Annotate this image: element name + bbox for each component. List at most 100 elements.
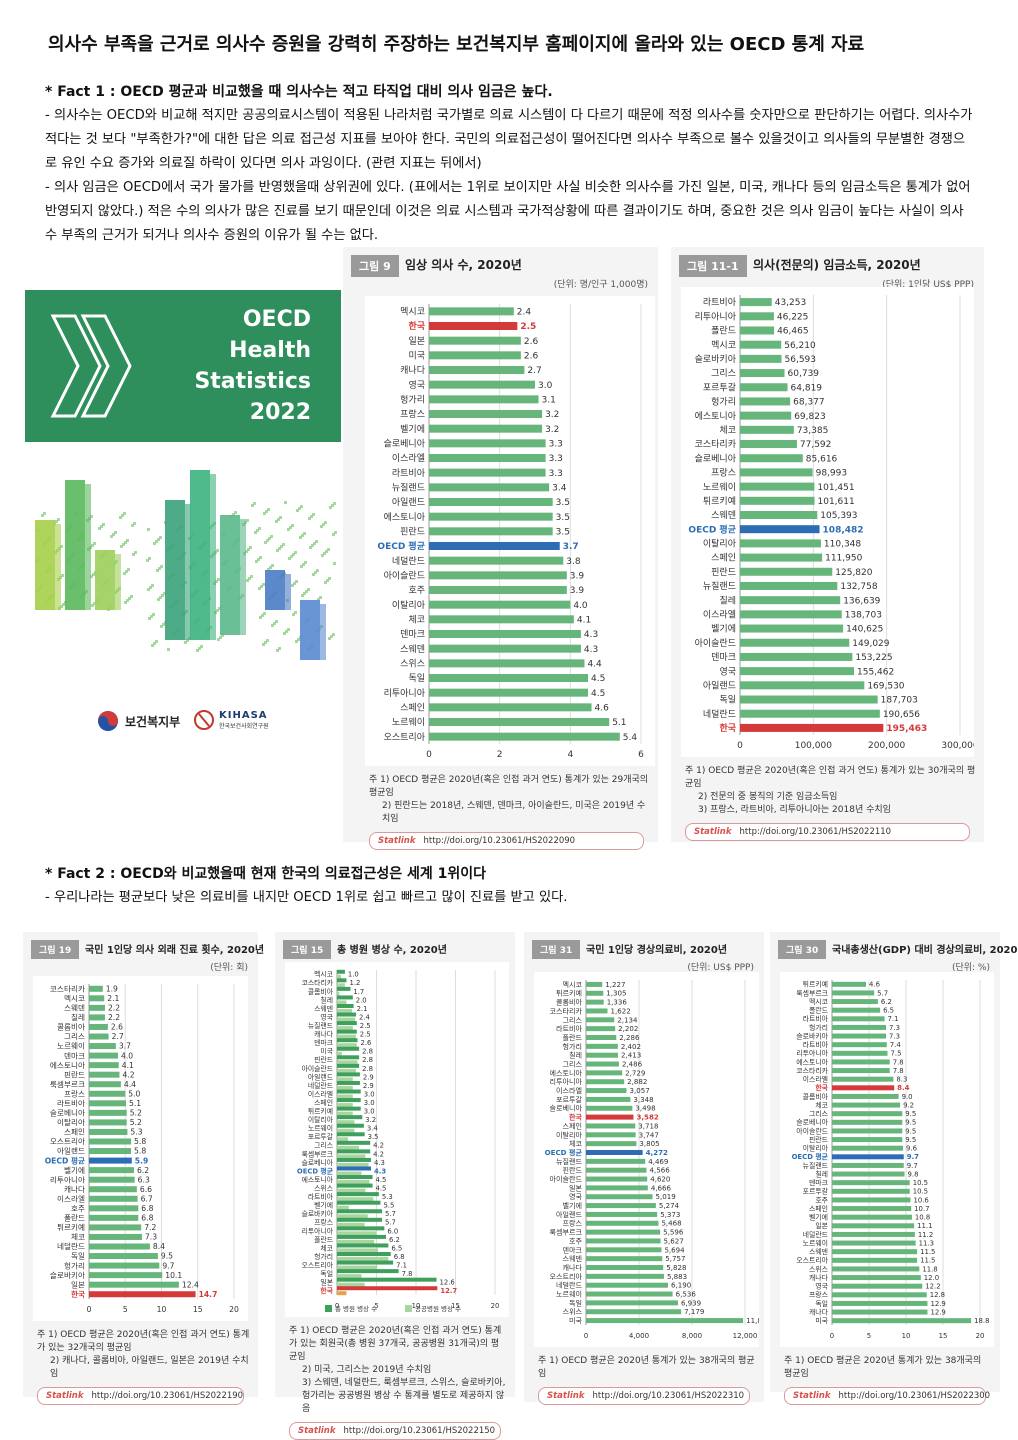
- unit-label: (단위: 1인당 US$ PPP): [882, 280, 974, 290]
- world-map-illustration: [35, 470, 337, 660]
- category-label: 에스토니아: [384, 512, 426, 523]
- statlink-url[interactable]: http://doi.org/10.23061/HS2022300: [838, 1391, 991, 1401]
- bar: [429, 424, 543, 433]
- bar: [586, 1008, 608, 1014]
- bar: [586, 1141, 637, 1147]
- value-label: 110,348: [824, 540, 861, 550]
- statlink-logo: Statlink: [793, 1391, 831, 1401]
- category-label: 핀란드: [809, 1135, 828, 1144]
- statlink-logo: Statlink: [378, 836, 416, 846]
- bar: [586, 1176, 648, 1182]
- value-label: 101,611: [818, 497, 855, 507]
- category-label: 리투아니아: [695, 311, 737, 322]
- bar: [832, 1119, 903, 1125]
- category-label: 벨기에: [563, 1201, 583, 1210]
- bar: [429, 600, 571, 609]
- value-label: 10.8: [915, 1214, 930, 1222]
- value-label: 3.2: [545, 425, 559, 435]
- category-label: 리투아니아: [50, 1174, 85, 1184]
- mohw-logo: 보건복지부: [97, 710, 180, 732]
- bar: [586, 1167, 647, 1173]
- value-label: 3.1: [542, 395, 556, 405]
- bar: [832, 1068, 890, 1074]
- bar-total: [337, 1183, 373, 1188]
- value-label: 6,536: [676, 1290, 697, 1299]
- bar: [586, 1088, 627, 1094]
- figure-title: 국민 1인당 의사 외래 진료 횟수, 2020년: [85, 945, 265, 956]
- value-label: 3.2: [545, 410, 559, 420]
- category-label: 뉴질랜드: [703, 580, 736, 592]
- x-tick-label: 4,000: [629, 1331, 650, 1340]
- statlink-url[interactable]: http://doi.org/10.23061/HS2022090: [423, 836, 576, 846]
- value-label: 12.6: [440, 1279, 455, 1287]
- value-label: 9.7: [162, 1261, 174, 1270]
- bar-total: [337, 1192, 379, 1197]
- value-label: 12.9: [930, 1308, 945, 1316]
- category-label: 영국: [815, 1282, 828, 1291]
- category-label: 포르투갈: [703, 382, 736, 393]
- category-label: OECD 평균: [545, 1148, 583, 1157]
- category-label: 룩셈부르크: [550, 1228, 583, 1237]
- bar: [832, 1180, 910, 1186]
- category-label: 칠레: [719, 595, 736, 606]
- statlink-url[interactable]: http://doi.org/10.23061/HS2022110: [739, 827, 892, 837]
- bar-total: [337, 1055, 360, 1060]
- category-label: 슬로바키아: [302, 1209, 334, 1218]
- category-label: 이스라엘: [308, 1089, 333, 1098]
- category-label: 이스라엘: [803, 1075, 828, 1084]
- category-label: 영국: [408, 380, 425, 391]
- bar: [429, 674, 588, 682]
- value-label: 4,666: [651, 1183, 672, 1192]
- category-label: 뉴질랜드: [803, 1161, 828, 1170]
- category-label: 독일: [320, 1269, 333, 1278]
- value-label: 2.7: [112, 1032, 124, 1041]
- value-label: 12.0: [924, 1274, 939, 1282]
- statlink-logo: Statlink: [298, 1426, 336, 1436]
- bar-public: [337, 974, 341, 979]
- bar: [89, 1090, 126, 1097]
- category-label: 라트비아: [308, 1192, 334, 1201]
- category-label: 이탈리아: [308, 1115, 334, 1124]
- value-label: 9.7: [907, 1162, 918, 1170]
- value-label: 5,828: [666, 1263, 687, 1272]
- category-label: 그리스: [314, 1141, 333, 1150]
- bar: [740, 468, 813, 477]
- bar: [586, 1061, 619, 1067]
- fact2-section: * Fact 2 : OECD와 비교했을때 현재 한국의 의료접근성은 세계 …: [45, 862, 975, 910]
- category-label: 라트비아: [803, 1040, 829, 1049]
- bar: [429, 644, 581, 653]
- bar-public: [337, 1051, 342, 1056]
- value-label: 149,029: [852, 639, 889, 649]
- taegeuk-icon: [98, 711, 118, 731]
- value-label: 46,225: [777, 312, 809, 322]
- note-line: 2) 핀란드는 2018년, 스웨덴, 덴마크, 아이슬란드, 미국은 2019…: [382, 801, 646, 824]
- value-label: 9.7: [907, 1153, 919, 1161]
- value-label: 2.6: [524, 351, 539, 361]
- category-label: 캐나다: [64, 1185, 85, 1194]
- bar-public: [337, 1291, 347, 1296]
- bar: [832, 1171, 905, 1177]
- value-label: 5,468: [661, 1219, 682, 1228]
- category-label: 아이슬란드: [384, 569, 425, 581]
- value-label: 9.5: [905, 1119, 916, 1127]
- category-label: 오스트리아: [50, 1136, 85, 1146]
- category-label: 한국: [71, 1289, 85, 1299]
- value-label: 3.5: [556, 527, 570, 537]
- bar: [740, 326, 775, 335]
- statlink-url[interactable]: http://doi.org/10.23061/HS2022310: [592, 1391, 745, 1401]
- value-label: 4.2: [122, 1070, 134, 1079]
- value-label: 6.8: [141, 1204, 153, 1213]
- bar: [740, 511, 818, 519]
- statlink-url[interactable]: http://doi.org/10.23061/HS2022190: [91, 1391, 244, 1401]
- category-label: 영국: [569, 1192, 582, 1201]
- bar: [832, 1042, 887, 1048]
- statlink-url[interactable]: http://doi.org/10.23061/HS2022150: [343, 1426, 496, 1436]
- value-label: 12.7: [440, 1287, 457, 1295]
- bar: [586, 1114, 634, 1120]
- bar: [429, 351, 521, 360]
- figure-number: 그림 15: [283, 940, 332, 959]
- bar: [832, 1033, 887, 1039]
- category-label: 영국: [320, 1012, 333, 1021]
- bar-public: [337, 1008, 353, 1013]
- bar: [429, 512, 553, 521]
